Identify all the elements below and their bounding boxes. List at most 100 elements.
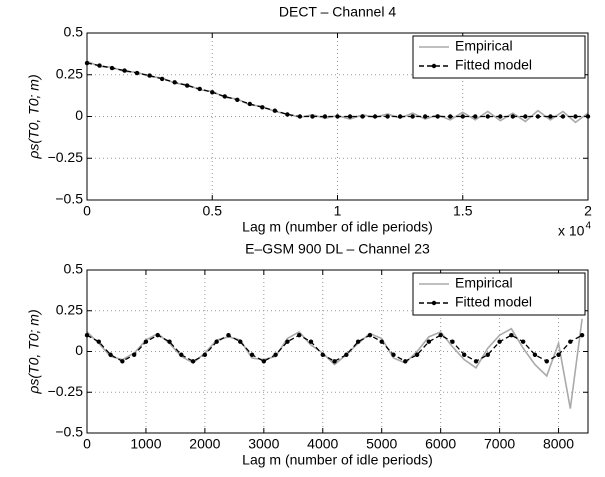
marker <box>397 114 403 119</box>
marker <box>238 339 243 344</box>
marker <box>210 90 215 95</box>
x-axis-label: Lag m (number of idle periods) <box>242 452 433 468</box>
marker <box>535 114 541 119</box>
marker <box>167 339 172 344</box>
legend-label: Empirical <box>455 275 513 291</box>
x-axis-label: Lag m (number of idle periods) <box>242 219 433 235</box>
x-tick-label: 5000 <box>366 436 397 452</box>
marker <box>320 352 325 357</box>
marker <box>509 333 514 338</box>
marker <box>109 65 115 71</box>
marker <box>273 352 278 357</box>
marker <box>544 359 549 364</box>
marker <box>155 333 160 338</box>
marker <box>260 105 265 110</box>
legend-label: Empirical <box>455 38 513 54</box>
marker <box>261 359 267 364</box>
x-tick-label: 1 <box>334 203 342 219</box>
x-tick-label: 6000 <box>425 436 456 452</box>
marker <box>247 101 253 107</box>
marker <box>462 352 467 357</box>
x-scale-label: x 10 <box>558 223 585 239</box>
marker <box>108 352 113 357</box>
marker <box>131 352 137 357</box>
y-tick-label: 0.5 <box>64 24 84 40</box>
y-tick-label: −0.25 <box>48 383 84 399</box>
x-tick-label: 7000 <box>484 436 515 452</box>
marker <box>403 359 408 364</box>
marker <box>385 114 390 119</box>
marker <box>548 114 553 119</box>
marker <box>249 352 255 357</box>
marker <box>422 114 428 119</box>
marker <box>579 333 585 338</box>
x-tick-label: 1000 <box>130 436 161 452</box>
chart-title: DECT – Channel 4 <box>279 4 396 20</box>
marker <box>96 339 101 344</box>
marker <box>214 339 219 344</box>
marker <box>296 333 302 338</box>
series-line <box>87 318 583 409</box>
marker <box>568 339 573 344</box>
marker <box>523 114 528 119</box>
y-axis-label: ρs(T0, T0; m) <box>26 309 42 394</box>
plot-frame <box>86 269 589 434</box>
marker <box>448 114 453 119</box>
marker <box>202 352 208 357</box>
marker <box>122 68 127 73</box>
marker <box>197 86 202 92</box>
legend-label: Fitted model <box>455 294 532 310</box>
marker <box>520 339 526 344</box>
plot-frame <box>86 32 589 201</box>
marker <box>190 359 196 364</box>
y-tick-label: −0.25 <box>48 149 84 165</box>
chart-title: E–GSM 900 DL – Channel 23 <box>245 241 430 257</box>
x-scale-exponent: 4 <box>585 221 591 232</box>
x-tick-label: 0 <box>83 203 91 219</box>
marker <box>147 73 152 78</box>
marker <box>344 352 349 357</box>
marker <box>532 352 538 357</box>
marker <box>556 352 561 357</box>
marker <box>322 114 328 119</box>
marker <box>159 76 165 82</box>
x-tick-label: 0.5 <box>203 203 223 219</box>
marker <box>414 352 420 357</box>
legend-label: Fitted model <box>455 57 532 73</box>
marker <box>367 333 373 338</box>
marker <box>485 352 490 357</box>
marker <box>498 114 503 119</box>
marker <box>335 114 340 119</box>
y-tick-label: 0.25 <box>56 301 83 317</box>
marker <box>120 359 125 364</box>
marker <box>510 114 516 119</box>
x-tick-label: 8000 <box>543 436 574 452</box>
marker <box>372 114 378 119</box>
legend-marker <box>431 63 437 69</box>
y-axis-label: ρs(T0, T0; m) <box>26 74 42 159</box>
marker <box>473 359 479 364</box>
legend-box <box>412 272 586 316</box>
marker <box>172 80 177 85</box>
marker <box>285 339 290 344</box>
marker <box>560 114 566 119</box>
legend-marker <box>431 300 437 306</box>
x-tick-label: 4000 <box>307 436 338 452</box>
marker <box>379 339 384 344</box>
marker <box>485 114 490 119</box>
marker <box>310 114 315 119</box>
x-tick-label: 1.5 <box>453 203 473 219</box>
marker <box>438 333 443 338</box>
marker <box>235 97 240 103</box>
marker <box>97 63 102 68</box>
marker <box>143 339 149 344</box>
y-tick-label: 0.5 <box>64 261 84 277</box>
legend-box <box>412 35 586 79</box>
y-tick-label: 0 <box>75 107 83 123</box>
x-tick-label: 2000 <box>189 436 220 452</box>
marker <box>272 108 278 113</box>
y-tick-label: −0.5 <box>55 424 83 440</box>
marker <box>222 94 227 99</box>
